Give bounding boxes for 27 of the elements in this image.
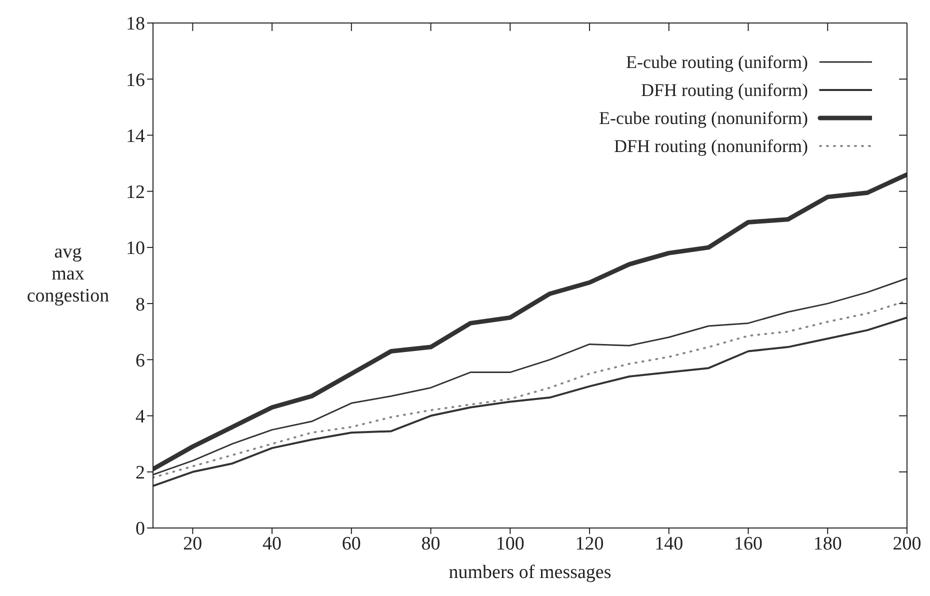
y-tick-label: 8 (136, 294, 145, 316)
x-tick-label: 100 (496, 533, 524, 554)
y-tick-label: 16 (126, 70, 145, 91)
x-tick-label: 80 (421, 533, 440, 554)
x-tick-label: 20 (183, 533, 202, 554)
y-tick-label: 2 (136, 462, 145, 484)
x-tick-label: 140 (654, 533, 684, 554)
legend-label: E-cube routing (uniform) (626, 51, 808, 74)
x-tick-label: 120 (575, 533, 604, 554)
y-tick-label: 12 (126, 182, 145, 204)
x-tick-label: 60 (342, 533, 361, 554)
y-tick-label: 6 (136, 350, 145, 372)
y-tick-label: 4 (136, 406, 146, 428)
x-tick-label: 40 (262, 533, 282, 554)
x-tick-label: 160 (734, 533, 763, 554)
legend-label: DFH routing (nonuniform) (614, 135, 808, 158)
x-axis-title: numbers of messages (448, 562, 612, 583)
legend-label: DFH routing (uniform) (641, 79, 808, 102)
legend-label: E-cube routing (nonuniform) (599, 107, 808, 130)
y-tick-label: 14 (126, 126, 146, 147)
x-tick-label: 200 (892, 533, 922, 554)
line-series (153, 172, 907, 472)
x-tick-label: 180 (813, 533, 842, 554)
y-tick-label: 0 (136, 518, 145, 540)
y-tick-label: 10 (126, 238, 145, 260)
y-tick-label: 18 (126, 14, 145, 35)
y-axis-title: avg max congestion (26, 242, 110, 306)
